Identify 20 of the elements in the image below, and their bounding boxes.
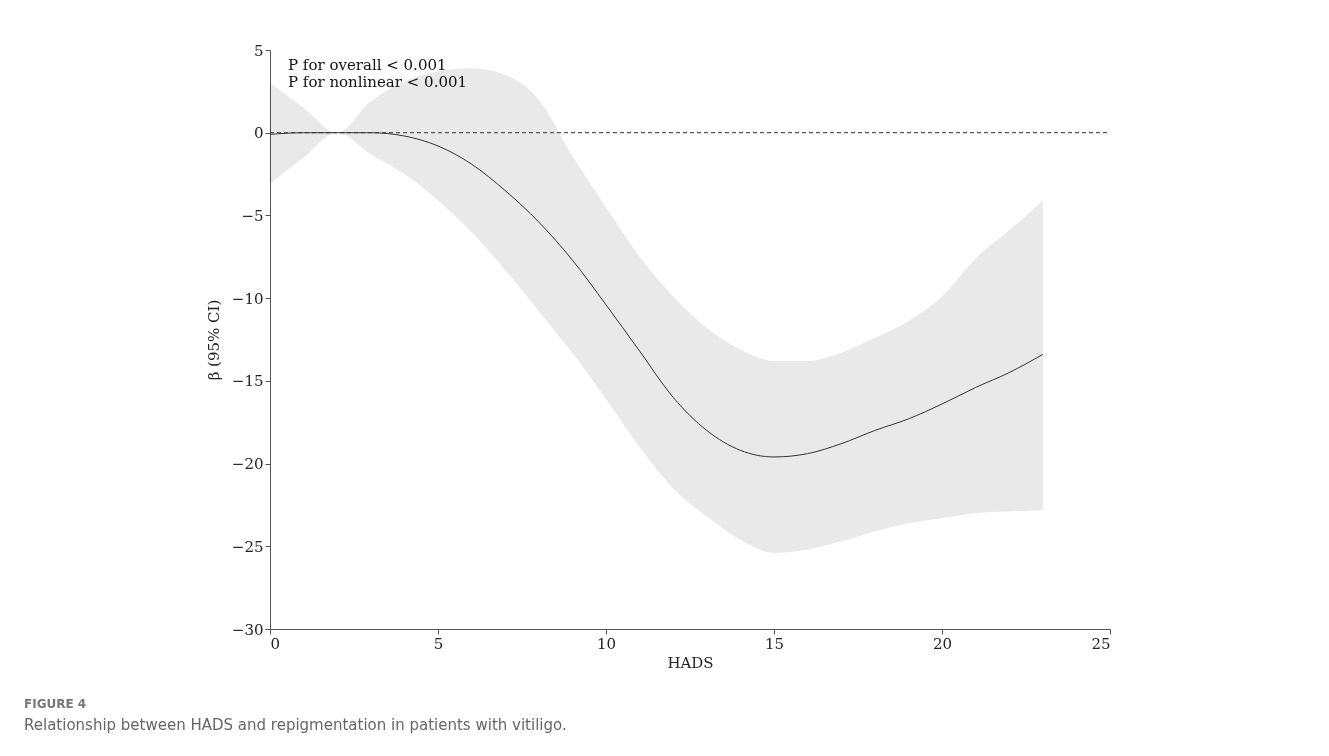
x-tick-label: 10 <box>596 634 617 653</box>
x-tick-label: 20 <box>932 634 953 653</box>
y-tick-label: −30 <box>231 620 264 639</box>
annotation: P for overall < 0.001 <box>288 56 447 74</box>
y-tick-label: −5 <box>241 206 264 225</box>
y-tick-label: 0 <box>253 124 264 143</box>
text: Relationship between HADS and repigmentation in patients with vitiligo. <box>24 716 567 734</box>
x-tick-label: 25 <box>1091 634 1111 653</box>
x-axis-title: HADS <box>667 653 714 672</box>
y-tick-label: −25 <box>231 537 264 556</box>
x-tick-label: 5 <box>433 634 444 653</box>
y-tick-label: −10 <box>231 289 264 308</box>
y-tick-label: −15 <box>231 372 264 391</box>
annotation: P for nonlinear < 0.001 <box>288 73 468 91</box>
y-tick-label: 5 <box>253 41 264 60</box>
x-tick-label: 0 <box>270 634 281 653</box>
x-tick-label: 15 <box>764 634 785 653</box>
caption: FIGURE 4 <box>24 697 87 711</box>
y-tick-label: −20 <box>231 455 264 474</box>
y-axis-title: β (95% CI) <box>204 299 223 381</box>
